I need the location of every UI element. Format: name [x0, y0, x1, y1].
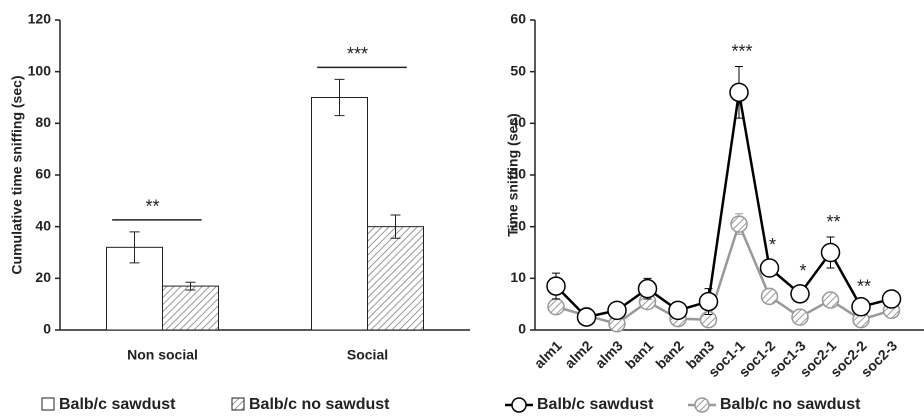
marker [547, 298, 565, 316]
significance-label: ** [826, 212, 840, 232]
significance-label: * [769, 235, 776, 255]
significance-label: ** [857, 276, 871, 296]
legend-marker [694, 397, 710, 413]
y-tick-label: 40 [35, 217, 51, 233]
y-tick-label: 80 [35, 114, 51, 130]
legend-label: Balb/c no sawdust [720, 396, 861, 413]
y-tick-label: 0 [518, 321, 526, 337]
significance-label: *** [347, 44, 368, 64]
bar [367, 226, 424, 331]
y-tick-label: 20 [35, 269, 51, 285]
y-tick-label: 120 [28, 11, 52, 27]
marker [546, 276, 566, 296]
legend-swatch [231, 397, 245, 411]
marker [668, 300, 688, 321]
y-tick-label: 10 [510, 269, 526, 285]
marker [730, 215, 748, 233]
y-tick-label: 100 [28, 62, 52, 78]
x-tick-label: alm2 [561, 337, 595, 371]
y-tick-label: 50 [510, 62, 526, 78]
x-tick-label: ban1 [622, 337, 657, 372]
series-line [555, 92, 892, 319]
significance-label: *** [731, 41, 752, 61]
y-tick-label: 40 [510, 114, 526, 130]
marker [820, 242, 841, 263]
marker [698, 291, 719, 312]
legend-label: Balb/c sawdust [537, 396, 654, 413]
marker [729, 82, 749, 103]
y-tick-label: 60 [35, 166, 51, 182]
bar [311, 97, 368, 331]
y-axis-label: Time sniffing (sec) [505, 113, 521, 236]
error-bar [185, 281, 196, 291]
x-tick-label: alm3 [592, 337, 626, 371]
error-bar [334, 78, 345, 117]
marker [760, 287, 779, 306]
marker [576, 307, 597, 327]
marker [637, 278, 658, 299]
marker [881, 289, 902, 309]
marker [790, 284, 810, 304]
x-tick-label: Social [347, 347, 388, 363]
marker [821, 291, 840, 309]
y-tick-label: 0 [43, 321, 51, 337]
y-tick-label: 20 [510, 217, 526, 233]
y-axis-label: Cumulative time sniffing (sec) [9, 75, 25, 274]
significance-label: * [799, 261, 806, 281]
marker [791, 308, 809, 326]
bar [162, 285, 219, 331]
x-tick-label: ban2 [652, 337, 687, 372]
y-tick-label: 30 [510, 166, 526, 182]
x-tick-label: Non social [127, 347, 198, 363]
error-bar [129, 231, 140, 264]
marker [759, 258, 780, 278]
error-bar [390, 214, 401, 239]
legend-label: Balb/c sawdust [59, 396, 176, 413]
legend-swatch [41, 397, 55, 411]
marker [851, 297, 871, 317]
x-tick-label: alm1 [531, 337, 565, 371]
y-tick-label: 60 [510, 11, 526, 27]
marker [607, 300, 627, 321]
significance-label: ** [145, 197, 159, 217]
legend-label: Balb/c no sawdust [249, 396, 390, 413]
legend-marker [511, 397, 527, 413]
